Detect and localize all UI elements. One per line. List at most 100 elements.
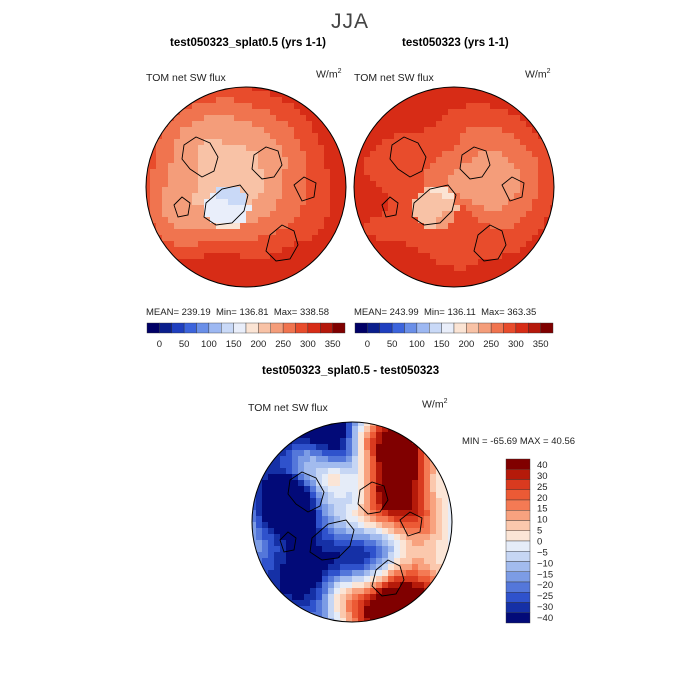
map-cell bbox=[252, 91, 259, 98]
map-cell bbox=[186, 139, 193, 146]
map-cell bbox=[442, 157, 449, 164]
map-cell bbox=[292, 444, 299, 451]
map-cell bbox=[358, 193, 365, 200]
map-cell bbox=[216, 145, 223, 152]
panel1-mean-label: MEAN= bbox=[146, 307, 179, 318]
map-cell bbox=[192, 259, 199, 266]
colorbar-swatch bbox=[332, 322, 346, 334]
map-cell bbox=[532, 193, 539, 200]
map-cell bbox=[508, 109, 515, 116]
map-cell bbox=[252, 265, 259, 272]
map-cell bbox=[270, 121, 277, 128]
map-cell bbox=[322, 432, 329, 439]
map-cell bbox=[448, 193, 455, 200]
map-cell bbox=[352, 516, 359, 523]
map-cell bbox=[258, 115, 265, 122]
map-cell bbox=[496, 121, 503, 128]
map-cell bbox=[234, 97, 241, 104]
map-cell bbox=[496, 175, 503, 182]
coastline bbox=[501, 176, 525, 202]
map-cell bbox=[472, 145, 479, 152]
map-cell bbox=[264, 103, 271, 110]
map-cell bbox=[328, 504, 335, 511]
map-cell bbox=[316, 564, 323, 571]
map-cell bbox=[228, 121, 235, 128]
map-cell bbox=[334, 588, 341, 595]
map-cell bbox=[294, 247, 301, 254]
map-cell bbox=[234, 91, 241, 98]
map-cell bbox=[436, 163, 443, 170]
map-cell bbox=[406, 109, 413, 116]
map-cell bbox=[306, 259, 313, 266]
map-cell bbox=[382, 151, 389, 158]
map-cell bbox=[394, 235, 401, 242]
map-cell bbox=[352, 510, 359, 517]
map-cell bbox=[424, 564, 431, 571]
map-cell bbox=[382, 139, 389, 146]
map-cell bbox=[328, 588, 335, 595]
map-cell bbox=[412, 169, 419, 176]
map-cell bbox=[412, 582, 419, 589]
map-cell bbox=[382, 121, 389, 128]
map-cell bbox=[286, 450, 293, 457]
map-cell bbox=[280, 468, 287, 475]
map-cell bbox=[400, 564, 407, 571]
map-cell bbox=[304, 486, 311, 493]
map-cell bbox=[490, 253, 497, 260]
map-cell bbox=[508, 229, 515, 236]
map-cell bbox=[294, 145, 301, 152]
map-cell bbox=[310, 456, 317, 463]
map-cell bbox=[262, 534, 269, 541]
map-cell bbox=[246, 259, 253, 266]
map-cell bbox=[406, 588, 413, 595]
map-cell bbox=[268, 486, 275, 493]
map-cell bbox=[382, 217, 389, 224]
map-cell bbox=[370, 540, 377, 547]
map-cell bbox=[400, 492, 407, 499]
map-cell bbox=[280, 480, 287, 487]
map-cell bbox=[336, 163, 343, 170]
map-cell bbox=[394, 570, 401, 577]
map-cell bbox=[258, 181, 265, 188]
map-cell bbox=[550, 175, 554, 182]
map-cell bbox=[228, 87, 235, 92]
map-cell bbox=[186, 217, 193, 224]
map-cell bbox=[430, 540, 437, 547]
map-cell bbox=[282, 151, 289, 158]
map-cell bbox=[454, 265, 461, 272]
map-cell bbox=[394, 510, 401, 517]
map-cell bbox=[180, 139, 187, 146]
map-cell bbox=[394, 474, 401, 481]
map-cell bbox=[370, 205, 377, 212]
map-cell bbox=[352, 576, 359, 583]
map-cell bbox=[544, 175, 551, 182]
map-cell bbox=[270, 277, 277, 284]
diff-min-label: MIN = bbox=[462, 436, 488, 447]
map-cell bbox=[216, 235, 223, 242]
map-cell bbox=[436, 510, 443, 517]
map-cell bbox=[394, 546, 401, 553]
map-cell bbox=[292, 486, 299, 493]
colorbar-tick-label: 30 bbox=[537, 471, 548, 482]
map-cell bbox=[192, 235, 199, 242]
map-cell bbox=[400, 444, 407, 451]
map-cell bbox=[270, 187, 277, 194]
map-cell bbox=[262, 462, 269, 469]
map-cell bbox=[412, 241, 419, 248]
map-cell bbox=[412, 97, 419, 104]
map-cell bbox=[454, 109, 461, 116]
map-cell bbox=[514, 193, 521, 200]
map-cell bbox=[282, 133, 289, 140]
map-cell bbox=[364, 534, 371, 541]
map-cell bbox=[322, 492, 329, 499]
map-cell bbox=[406, 103, 413, 110]
map-cell bbox=[424, 558, 431, 565]
map-cell bbox=[298, 582, 305, 589]
map-cell bbox=[222, 181, 229, 188]
map-cell bbox=[382, 510, 389, 517]
map-cell bbox=[526, 169, 533, 176]
map-cell bbox=[280, 564, 287, 571]
map-cell bbox=[496, 169, 503, 176]
map-cell bbox=[300, 187, 307, 194]
map-cell bbox=[322, 594, 329, 601]
